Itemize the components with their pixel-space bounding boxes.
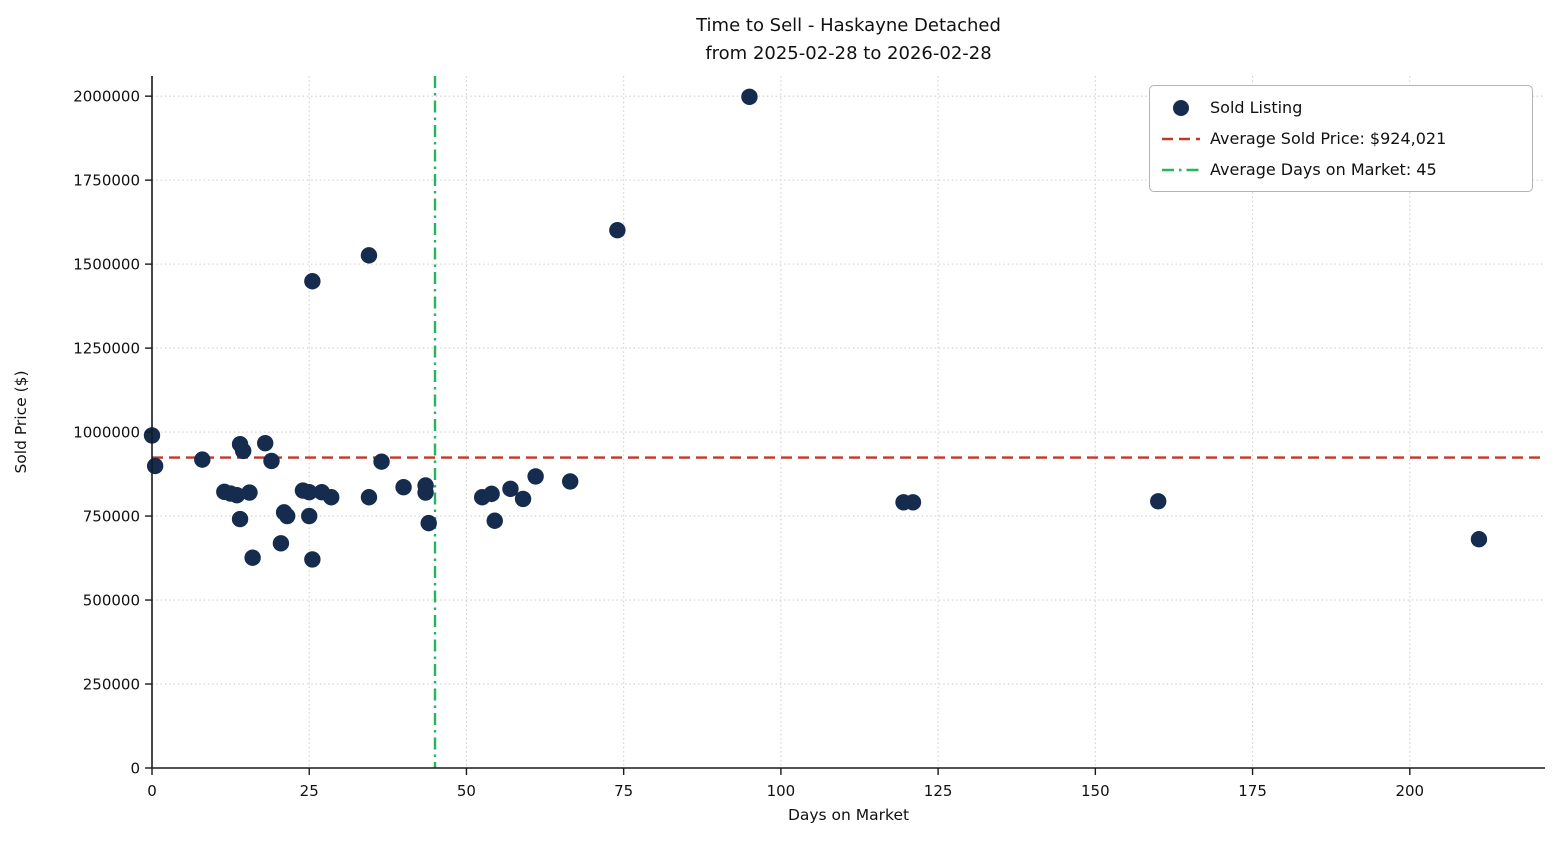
scatter-point: [483, 485, 500, 503]
scatter-point: [304, 273, 321, 290]
y-tick-label: 500000: [83, 592, 140, 610]
scatter-point: [904, 494, 922, 511]
x-axis-label: Days on Market: [787, 806, 910, 824]
y-tick-label: 250000: [83, 676, 140, 694]
y-tick-label: 1000000: [73, 424, 140, 442]
scatter-point: [272, 535, 290, 552]
x-tick-label: 75: [614, 782, 633, 800]
scatter-point: [244, 549, 261, 566]
scatter-point: [1150, 493, 1167, 510]
y-tick-label: 1250000: [73, 340, 140, 358]
legend-item-average-days-on-market: Average Days on Market: 45: [1160, 155, 1522, 184]
y-tick-label: 750000: [83, 508, 140, 526]
scatter-point: [527, 468, 544, 485]
scatter-point: [304, 551, 321, 568]
average-days-dashdot-line-icon: [1160, 161, 1202, 179]
y-tick-label: 0: [130, 760, 140, 778]
scatter-point: [514, 490, 532, 508]
x-tick-label: 50: [457, 782, 476, 800]
scatter-point: [502, 480, 519, 498]
chart-title: Time to Sell - Haskayne Detached from 20…: [152, 12, 1545, 68]
scatter-point: [417, 484, 434, 501]
scatter-point: [301, 484, 318, 501]
y-axis-label: Sold Price ($): [12, 370, 30, 474]
x-tick-label: 150: [1081, 782, 1110, 800]
scatter-point: [486, 512, 503, 529]
x-tick-label: 200: [1395, 782, 1424, 800]
legend-item-sold-listing: Sold Listing: [1160, 93, 1522, 122]
scatter-point: [228, 487, 246, 504]
scatter-point: [231, 510, 249, 528]
scatter-point: [234, 442, 252, 460]
x-tick-label: 175: [1238, 782, 1267, 800]
legend: Sold Listing Average Sold Price: $924,02…: [1149, 85, 1533, 192]
x-tick-label: 25: [300, 782, 319, 800]
scatter-point: [562, 473, 579, 490]
sold-listing-marker-icon: [1160, 99, 1202, 116]
chart-title-line1: Time to Sell - Haskayne Detached: [696, 15, 1001, 36]
legend-label-sold-listing: Sold Listing: [1210, 98, 1303, 117]
legend-label-average-days-on-market: Average Days on Market: 45: [1210, 160, 1437, 179]
scatter-point: [1470, 531, 1488, 548]
x-tick-label: 100: [767, 782, 796, 800]
scatter-point: [395, 478, 412, 496]
scatter-point: [609, 221, 626, 239]
y-tick-label: 1750000: [73, 172, 140, 190]
scatter-point: [323, 489, 340, 506]
scatter-point: [741, 88, 758, 106]
legend-label-average-sold-price: Average Sold Price: $924,021: [1210, 129, 1447, 148]
scatter-point: [301, 507, 318, 525]
legend-item-average-sold-price: Average Sold Price: $924,021: [1160, 124, 1522, 153]
y-tick-label: 1500000: [73, 256, 140, 274]
x-tick-label: 125: [924, 782, 953, 800]
scatter-point: [279, 507, 296, 525]
scatter-point: [420, 514, 437, 532]
scatter-point: [360, 247, 378, 264]
chart-title-line2: from 2025-02-28 to 2026-02-28: [705, 42, 992, 64]
scatter-point: [146, 457, 164, 475]
average-price-dashed-line-icon: [1160, 130, 1202, 148]
scatter-point: [257, 434, 274, 452]
scatter-point: [373, 453, 390, 470]
scatter-point: [241, 484, 258, 501]
scatter-point: [194, 451, 211, 468]
y-tick-label: 2000000: [73, 88, 140, 106]
x-tick-label: 0: [147, 782, 157, 800]
scatter-point: [360, 489, 378, 506]
scatter-dot-icon: [1173, 99, 1189, 116]
scatter-point: [263, 452, 280, 470]
